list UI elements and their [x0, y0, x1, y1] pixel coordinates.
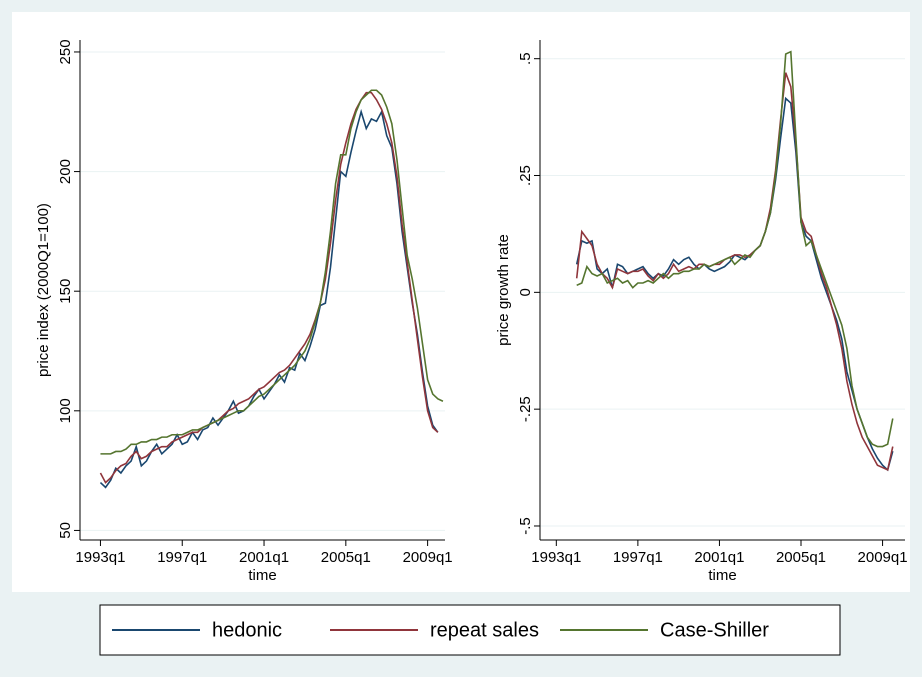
- series-line: [100, 89, 444, 455]
- y-tick-label: 100: [57, 398, 74, 423]
- graph-region: [12, 12, 910, 592]
- y-tick-label: 250: [57, 39, 74, 64]
- y-tick-label: 150: [57, 279, 74, 304]
- y-axis-title: price growth rate: [495, 234, 512, 346]
- x-tick-label: 2005q1: [776, 549, 826, 566]
- x-tick-label: 2009q1: [858, 549, 908, 566]
- x-tick-label: 1993q1: [75, 549, 125, 566]
- y-tick-label: .25: [517, 165, 534, 186]
- x-tick-label: 1997q1: [157, 549, 207, 566]
- series-line: [99, 108, 439, 489]
- legend-label: repeat sales: [430, 619, 539, 641]
- x-tick-label: 1993q1: [531, 549, 581, 566]
- y-tick-label: -.25: [517, 396, 534, 422]
- x-tick-label: 2005q1: [321, 549, 371, 566]
- x-tick-label: 2001q1: [239, 549, 289, 566]
- x-tick-label: 2001q1: [694, 549, 744, 566]
- legend-label: hedonic: [212, 619, 282, 641]
- legend-label: Case-Shiller: [660, 619, 769, 641]
- series-line: [575, 72, 894, 472]
- y-tick-label: 0: [517, 288, 534, 296]
- x-axis-title: time: [708, 567, 736, 584]
- series-line: [576, 50, 894, 448]
- y-axis-title: price index (2000Q1=100): [35, 203, 52, 377]
- legend-box: [99, 604, 841, 656]
- x-tick-label: 2009q1: [403, 549, 453, 566]
- y-tick-label: 200: [57, 159, 74, 184]
- y-tick-label: 50: [57, 522, 74, 539]
- y-tick-label: .5: [517, 52, 534, 65]
- y-tick-label: -.5: [517, 517, 534, 535]
- series-line: [99, 91, 439, 484]
- x-axis-title: time: [248, 567, 276, 584]
- x-tick-label: 1997q1: [613, 549, 663, 566]
